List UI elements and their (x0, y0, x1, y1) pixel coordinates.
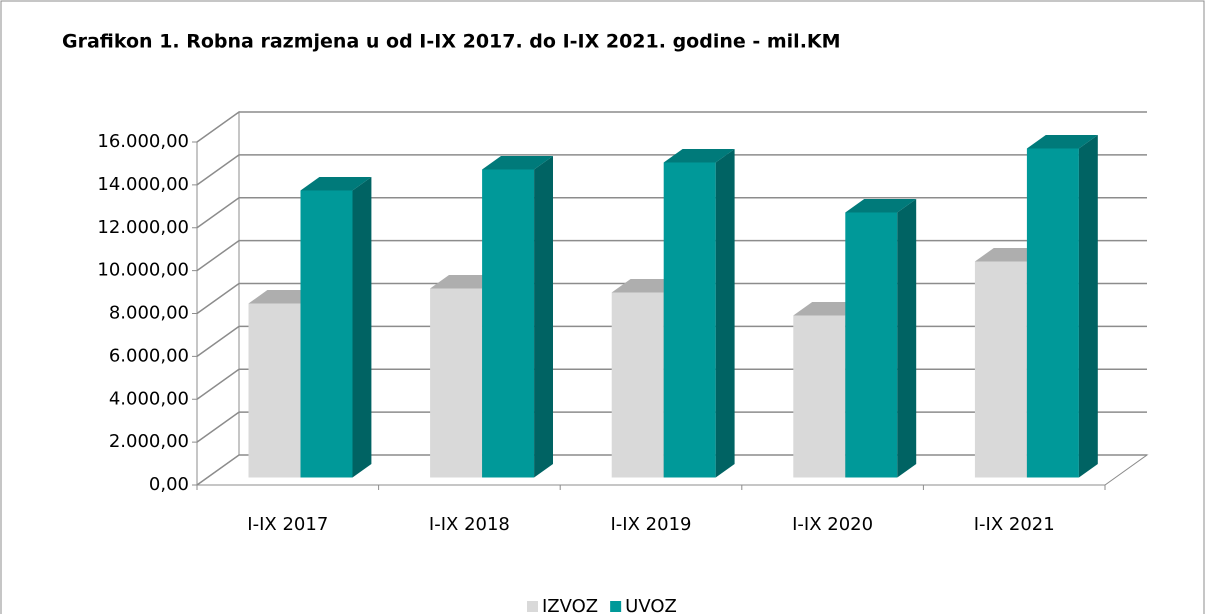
y-tick-label: 0,00 (149, 474, 189, 495)
grid-line (196, 111, 1147, 143)
bar (430, 288, 483, 478)
bar (974, 261, 1027, 478)
bar (300, 190, 353, 478)
bar (248, 303, 301, 478)
x-tick-label: I-IX 2018 (429, 514, 510, 535)
bar (663, 162, 716, 478)
legend-label: IZVOZ (542, 596, 598, 614)
bar-top (1026, 134, 1098, 149)
bar-top (300, 176, 372, 191)
x-tick-label: I-IX 2017 (247, 514, 328, 535)
y-tick-label: 12.000,00 (97, 217, 189, 238)
grid-line (196, 282, 1147, 315)
bar-side (897, 198, 917, 478)
bar-side (715, 148, 735, 478)
x-tick-label: I-IX 2019 (611, 514, 692, 535)
x-tick-label: I-IX 2020 (792, 514, 873, 535)
bar (845, 212, 898, 478)
grid-line (196, 197, 1147, 229)
bar-top (663, 148, 735, 163)
y-tick-label: 4.000,00 (109, 388, 189, 409)
bar-top (482, 155, 553, 170)
legend-swatch (610, 601, 622, 612)
x-tick-label: I-IX 2021 (974, 514, 1055, 535)
bar-side (1078, 134, 1098, 478)
legend-label: UVOZ (625, 596, 677, 614)
y-tick-label: 10.000,00 (97, 260, 189, 281)
grid-line (196, 154, 1147, 186)
bar-top (845, 198, 917, 213)
y-tick-label: 14.000,00 (97, 174, 189, 195)
bar-side (352, 176, 372, 478)
y-tick-label: 2.000,00 (109, 431, 189, 452)
chart-title: Grafikon 1. Robna razmjena u od I-IX 201… (62, 31, 841, 53)
bar (611, 292, 664, 478)
grid-line (196, 239, 1147, 272)
bar (793, 315, 846, 478)
legend-swatch (527, 601, 538, 612)
bar-side (534, 155, 553, 478)
y-tick-label: 8.000,00 (109, 303, 189, 324)
y-tick-label: 6.000,00 (109, 345, 189, 366)
bar (482, 169, 535, 478)
y-tick-label: 16.000,00 (97, 131, 189, 152)
bar (1026, 148, 1079, 478)
